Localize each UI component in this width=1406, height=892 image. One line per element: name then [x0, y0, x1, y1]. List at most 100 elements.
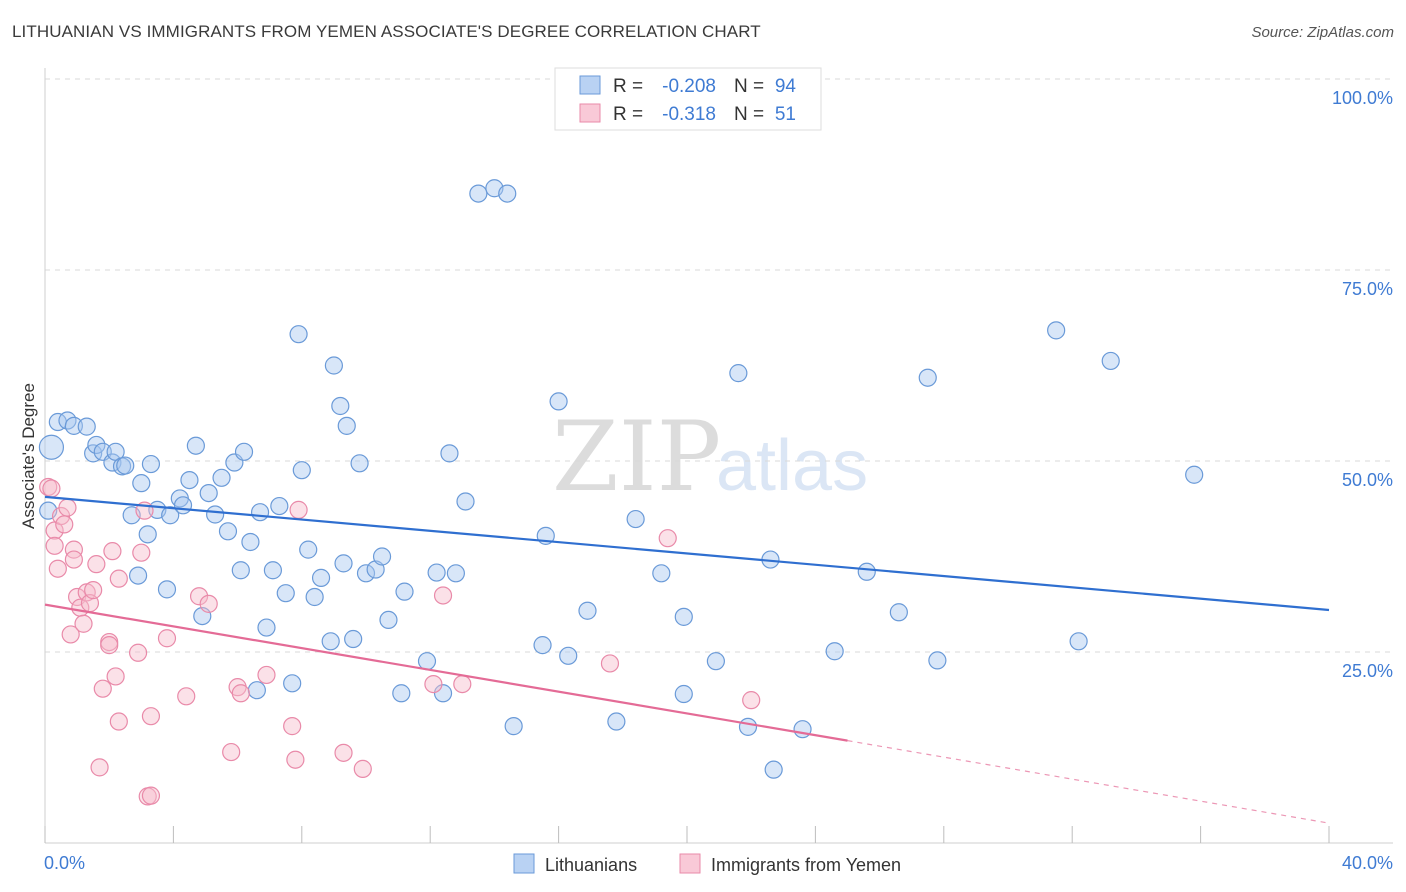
point-lithuanians [241, 532, 260, 552]
point-immigrants-from-yemen [283, 717, 302, 736]
x-axis-ticks [44, 826, 1330, 843]
legend-n-value-pink: 51 [775, 104, 796, 125]
point-lithuanians [549, 392, 568, 411]
point-lithuanians [250, 503, 270, 522]
point-lithuanians [706, 652, 725, 671]
point-lithuanians [729, 364, 748, 383]
point-lithuanians [180, 471, 199, 490]
point-lithuanians [234, 442, 254, 461]
point-lithuanians [138, 525, 157, 544]
point-immigrants-from-yemen [61, 625, 80, 644]
point-lithuanians [1185, 465, 1204, 484]
point-immigrants-from-yemen [189, 587, 209, 606]
point-lithuanians [161, 506, 180, 525]
point-immigrants-from-yemen [658, 529, 677, 548]
point-immigrants-from-yemen [424, 674, 443, 694]
series-immigrants-from-yemen [39, 477, 761, 806]
legend-r-value-pink: -0.318 [662, 104, 716, 125]
point-lithuanians [283, 674, 302, 693]
point-immigrants-from-yemen [64, 540, 83, 559]
point-immigrants-from-yemen [231, 684, 250, 703]
point-immigrants-from-yemen [453, 674, 472, 694]
point-immigrants-from-yemen [74, 614, 93, 633]
point-lithuanians [186, 436, 205, 455]
bottom-legend: Lithuanians Immigrants from Yemen [513, 853, 901, 875]
point-lithuanians [311, 568, 331, 587]
point-lithuanians [825, 642, 844, 661]
point-lithuanians [372, 547, 392, 566]
point-lithuanians [674, 607, 693, 626]
point-lithuanians [292, 461, 311, 480]
point-lithuanians [257, 618, 276, 637]
bottom-legend-label-yemen: Immigrants from Yemen [711, 855, 901, 875]
point-lithuanians [446, 564, 465, 583]
point-lithuanians [276, 584, 295, 603]
point-immigrants-from-yemen [257, 665, 276, 685]
legend-r-label-pink: R = [613, 104, 643, 125]
point-lithuanians [889, 603, 908, 622]
x-tick-label-min: 0.0% [44, 853, 85, 873]
point-immigrants-from-yemen [353, 759, 372, 778]
point-immigrants-from-yemen [42, 479, 61, 498]
x-tick-label-max: 40.0% [1342, 853, 1393, 873]
point-lithuanians [331, 396, 350, 416]
point-lithuanians [498, 184, 517, 203]
point-lithuanians [321, 632, 340, 651]
point-immigrants-from-yemen [55, 515, 74, 534]
point-immigrants-from-yemen [64, 550, 83, 569]
point-lithuanians [157, 580, 177, 599]
point-immigrants-from-yemen [128, 643, 148, 662]
point-lithuanians [652, 564, 671, 583]
point-immigrants-from-yemen [600, 654, 620, 673]
point-lithuanians [77, 417, 96, 436]
point-lithuanians [173, 496, 193, 515]
point-immigrants-from-yemen [48, 559, 67, 578]
point-immigrants-from-yemen [222, 742, 241, 762]
point-lithuanians [247, 681, 266, 700]
trend-lines [44, 495, 1330, 824]
point-lithuanians [1047, 321, 1066, 340]
y-tick-label-50: 50.0% [1342, 470, 1393, 490]
point-lithuanians [132, 474, 151, 493]
point-lithuanians [392, 684, 411, 703]
watermark: ZIP atlas [552, 401, 868, 513]
point-lithuanians [334, 554, 353, 573]
point-lithuanians [87, 435, 106, 455]
trend-line-immigrants-from-yemen-extension [847, 740, 1330, 824]
legend-swatch-blue [579, 75, 601, 95]
point-lithuanians [324, 356, 343, 375]
point-lithuanians [116, 456, 135, 475]
point-lithuanians [231, 561, 250, 580]
point-lithuanians [918, 368, 937, 387]
trend-line-lithuanians [44, 495, 1330, 612]
point-immigrants-from-yemen [93, 679, 112, 698]
grid-lines [45, 78, 1393, 653]
legend-n-label-pink: N = [734, 104, 764, 125]
legend-swatch-pink [579, 103, 601, 123]
trend-line-immigrants-from-yemen [44, 603, 848, 742]
point-lithuanians [263, 561, 283, 580]
point-lithuanians [440, 444, 459, 463]
y-tick-label-75: 75.0% [1342, 279, 1393, 299]
point-immigrants-from-yemen [87, 555, 106, 574]
series-lithuanians [38, 179, 1204, 779]
point-lithuanians [356, 564, 376, 583]
point-immigrants-from-yemen [141, 707, 161, 726]
legend: R = -0.208 N = 94 R = -0.318 N = 51 [554, 67, 822, 131]
bottom-legend-swatch-lithuanians [513, 853, 535, 874]
point-lithuanians [533, 636, 552, 655]
y-tick-label-25: 25.0% [1342, 661, 1393, 681]
point-lithuanians [299, 540, 318, 559]
point-lithuanians [764, 760, 783, 779]
point-lithuanians [857, 562, 876, 581]
point-lithuanians [427, 563, 446, 582]
point-lithuanians [141, 454, 161, 474]
point-lithuanians [128, 566, 148, 585]
point-immigrants-from-yemen [334, 743, 353, 762]
point-lithuanians [212, 468, 231, 487]
point-lithuanians [674, 684, 693, 704]
point-immigrants-from-yemen [45, 536, 64, 555]
point-immigrants-from-yemen [433, 586, 453, 605]
legend-r-value-blue: -0.208 [662, 76, 716, 97]
point-lithuanians [344, 629, 363, 649]
